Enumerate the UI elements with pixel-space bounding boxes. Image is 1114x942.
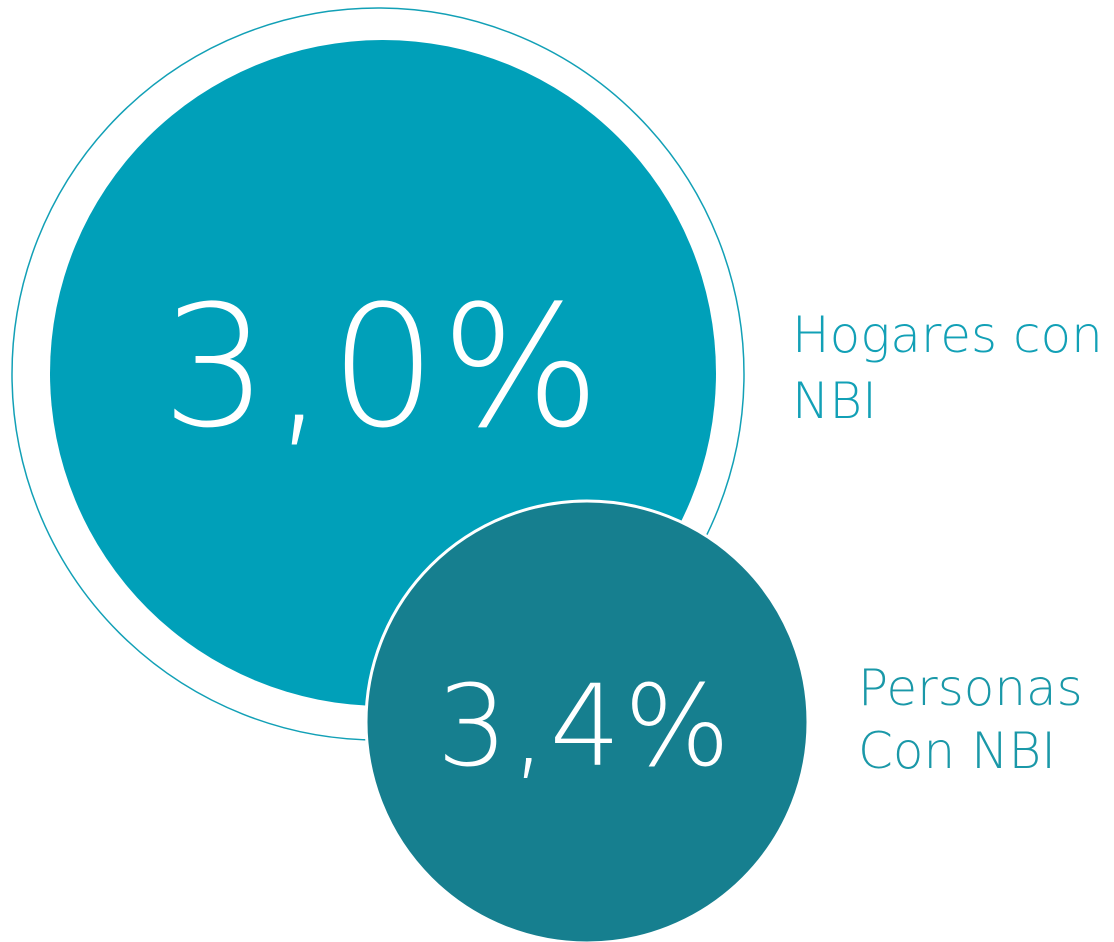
- label-line: Personas: [858, 659, 1083, 717]
- value-text: 3,4%: [437, 662, 734, 792]
- label-line: NBI: [792, 372, 877, 430]
- label-line: Hogares con: [792, 306, 1103, 364]
- value-text: 3,0%: [162, 269, 605, 465]
- small-circle: [364, 499, 810, 942]
- label-line: Con NBI: [858, 722, 1056, 780]
